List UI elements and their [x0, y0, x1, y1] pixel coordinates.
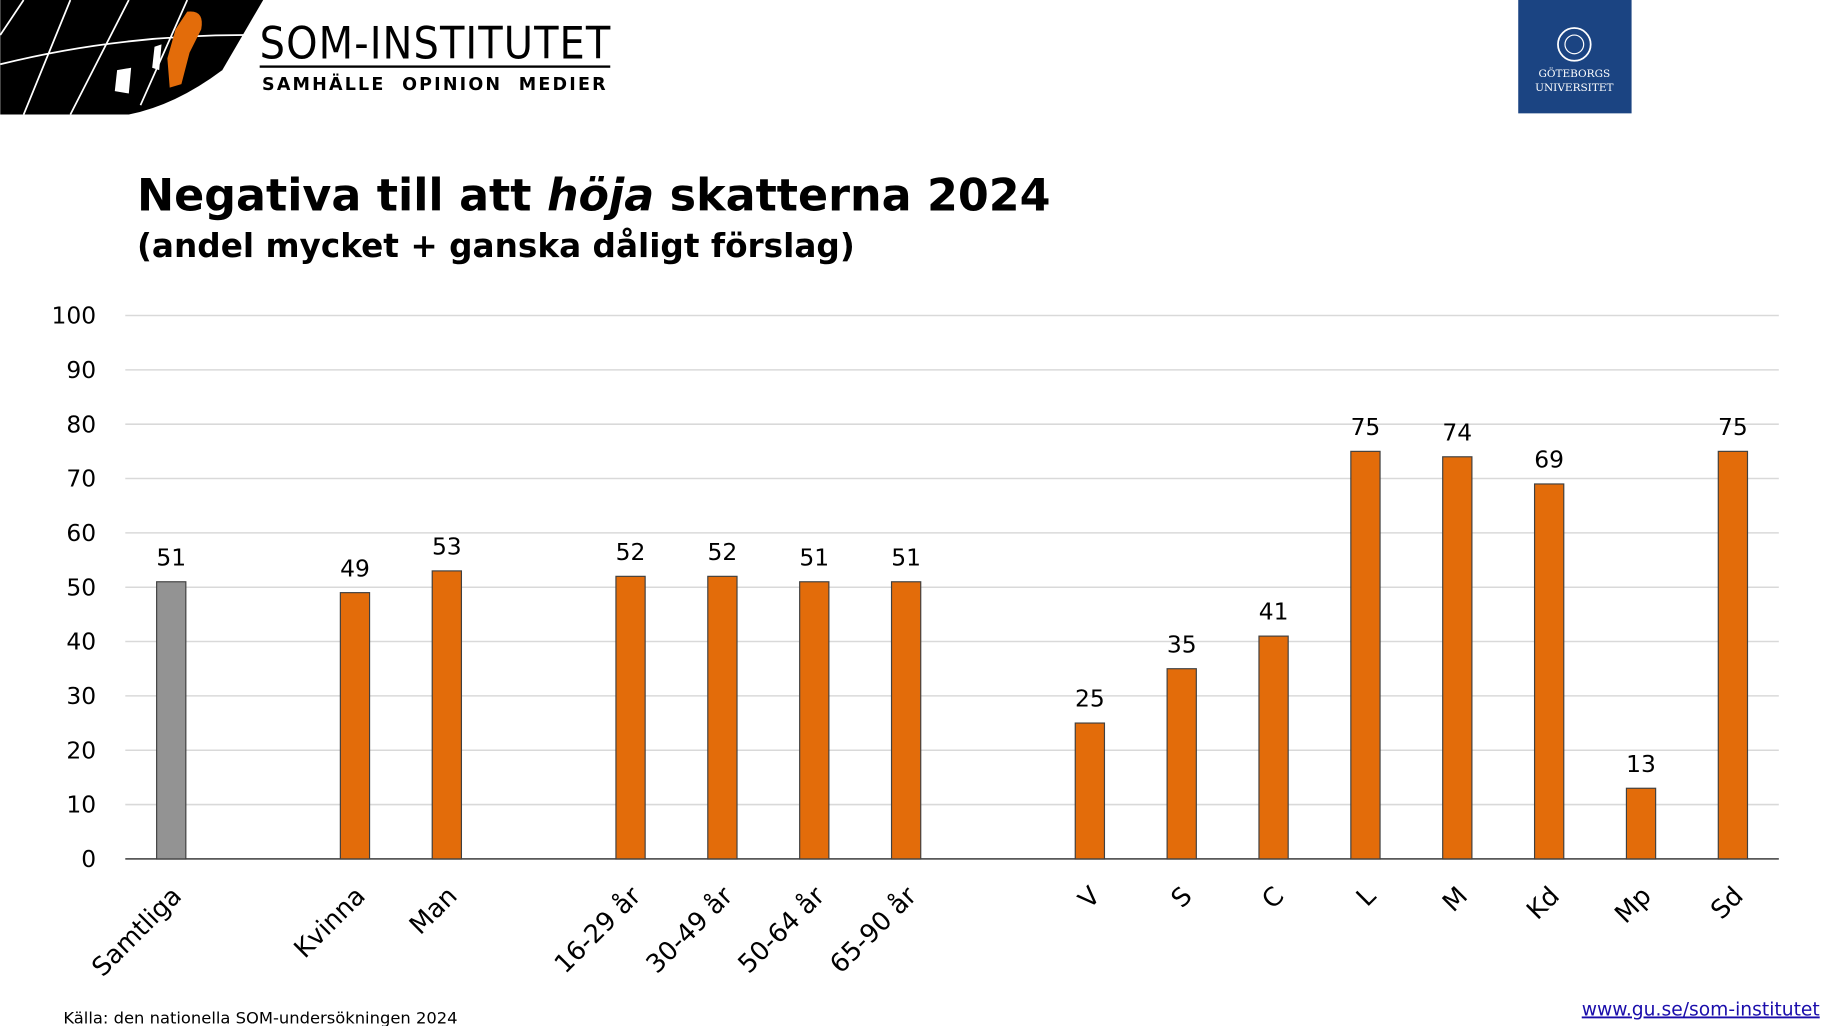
data-label: 35 — [1167, 630, 1197, 658]
x-tick-label: 50-64 år — [732, 880, 831, 979]
x-tick-label: V — [1073, 881, 1107, 915]
y-tick-label: 60 — [66, 519, 96, 547]
bar — [799, 581, 830, 860]
data-label: 41 — [1259, 598, 1289, 626]
bar — [1258, 635, 1289, 860]
data-label: 75 — [1718, 413, 1748, 441]
x-tick-label: 16-29 år — [548, 880, 647, 979]
bar — [1350, 450, 1381, 860]
data-label: 51 — [891, 543, 921, 571]
x-tick-label: Mp — [1609, 881, 1657, 929]
chart-title: Negativa till att höja skatterna 2024 — [137, 170, 1051, 221]
university-line: UNIVERSITET — [1535, 82, 1613, 94]
data-label: 52 — [708, 538, 738, 566]
title-part: Negativa till att — [137, 170, 547, 221]
y-tick-label: 100 — [51, 302, 96, 330]
tagline: SAMHÄLLE OPINION MEDIER — [262, 73, 606, 95]
gu-logo: GÖTEBORGS UNIVERSITET — [1518, 0, 1632, 114]
title-part: skatterna 2024 — [654, 170, 1050, 221]
university-line: GÖTEBORGS — [1538, 66, 1610, 80]
title-part: höja — [547, 170, 654, 221]
x-tick-label: C — [1256, 881, 1290, 915]
x-tick-label: Man — [404, 881, 464, 941]
data-label: 51 — [799, 543, 829, 571]
link[interactable]: www.gu.se/som-institutet — [1582, 999, 1820, 1020]
y-tick-label: 30 — [66, 682, 96, 710]
y-tick-label: 50 — [66, 573, 96, 601]
bar — [1442, 456, 1473, 860]
bar — [339, 592, 371, 860]
y-tick-label: 20 — [66, 736, 96, 764]
som-logo: SOM-INSTITUTET SAMHÄLLE OPINION MEDIER — [0, 0, 611, 115]
bar — [1074, 722, 1106, 860]
bar — [615, 575, 646, 860]
x-tick-label: 30-49 år — [640, 880, 739, 979]
bar — [431, 570, 463, 860]
brand: SOM-INSTITUTET — [260, 18, 611, 69]
bar — [707, 575, 738, 860]
y-tick-label: 40 — [66, 628, 96, 656]
bar — [1717, 450, 1749, 860]
data-label: 74 — [1442, 418, 1472, 446]
x-tick-label: M — [1437, 881, 1474, 918]
y-tick-label: 90 — [66, 356, 96, 384]
data-label: 13 — [1626, 750, 1656, 778]
x-tick-label: Kd — [1521, 881, 1566, 926]
x-tick-label: S — [1166, 881, 1199, 914]
data-label: 51 — [156, 543, 186, 571]
x-tick-label: 65-90 år — [824, 880, 923, 979]
x-tick-label: L — [1351, 881, 1383, 913]
y-tick-label: 80 — [66, 410, 96, 438]
y-tick-label: 0 — [81, 845, 96, 873]
source: Källa: den nationella SOM-undersökningen… — [63, 1009, 457, 1026]
data-label: 49 — [340, 554, 370, 582]
bar — [1625, 787, 1657, 860]
data-label: 25 — [1075, 685, 1105, 713]
bar — [890, 581, 922, 860]
bar — [1166, 668, 1197, 860]
y-tick-label: 10 — [66, 791, 96, 819]
data-label: 52 — [616, 538, 646, 566]
bar — [156, 581, 187, 860]
chart-subtitle: (andel mycket + ganska dåligt förslag) — [137, 227, 855, 265]
bar — [1533, 483, 1565, 860]
x-tick-label: Sd — [1705, 881, 1749, 925]
x-tick-label: Samtliga — [86, 881, 187, 982]
data-label: 53 — [432, 533, 462, 561]
y-tick-label: 70 — [66, 465, 96, 493]
data-label: 69 — [1534, 446, 1564, 474]
data-label: 75 — [1351, 413, 1381, 441]
x-tick-label: Kvinna — [289, 881, 372, 964]
plot: 0 10 20 30 40 50 60 70 80 90 100 Samtliga 51 Kvinna 49… — [51, 302, 1779, 983]
